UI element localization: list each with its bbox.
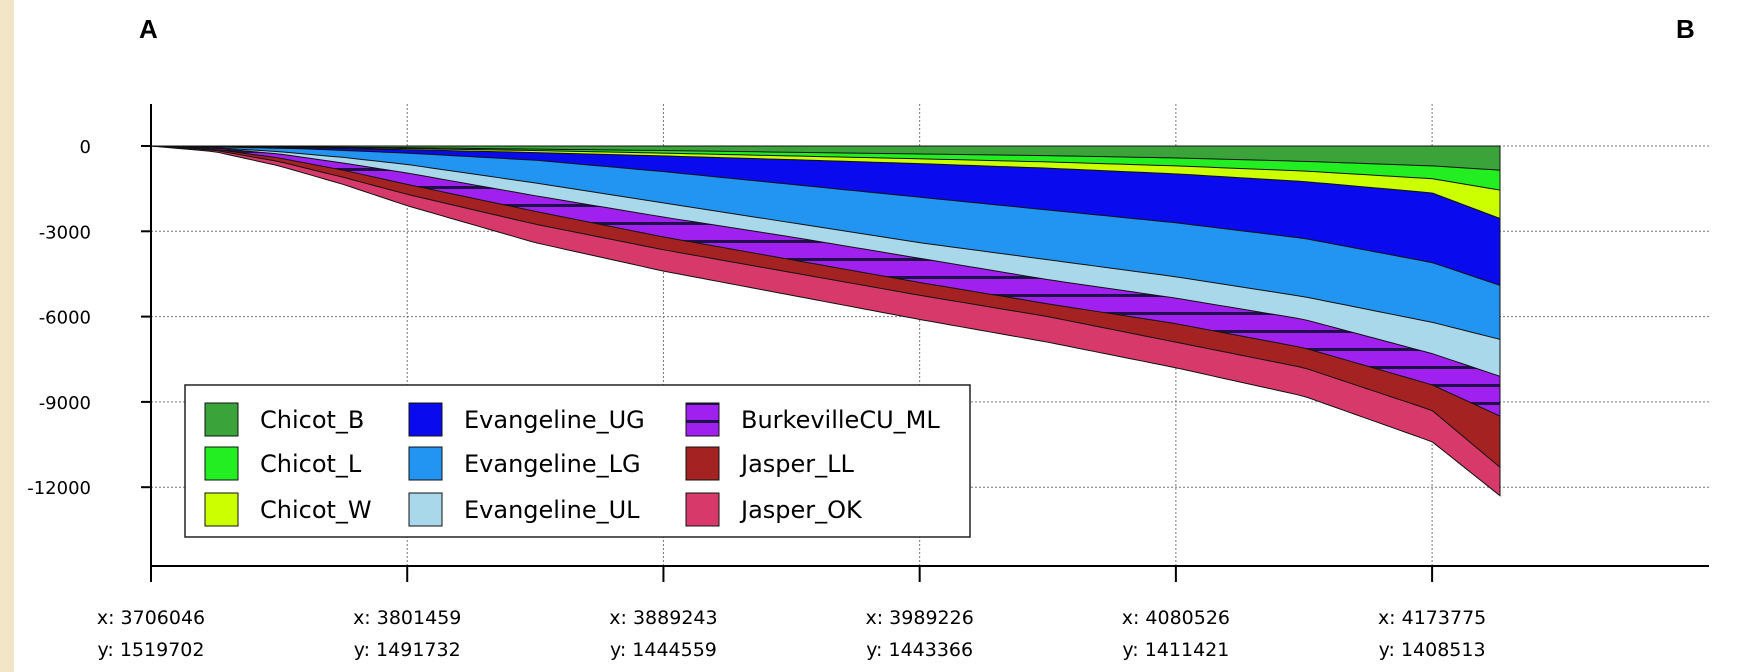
legend-box <box>184 384 971 538</box>
legend-label-jasper-ok: Jasper_OK <box>739 496 863 524</box>
area-chicot-b <box>150 145 1501 171</box>
chart-frame: A B 0 -3000 -6000 -9000 -12000 x: 3706046 y: … <box>14 0 1754 672</box>
legend-label-chicot-w: Chicot_W <box>260 496 372 524</box>
y-tick-label: -3000 <box>39 222 91 243</box>
legend-items: Chicot_B Chicot_L Chicot_W Evangeline_UG Eva… <box>204 402 940 527</box>
x-tick-label-x: x: 4173775 <box>1378 607 1486 629</box>
legend-swatch-chicot-b <box>204 402 239 437</box>
x-tick-label-y: y: 1519702 <box>98 639 205 661</box>
legend-swatch-burkevillecu-ml <box>685 402 720 437</box>
axes <box>141 104 1709 582</box>
legend-label-chicot-l: Chicot_L <box>260 450 362 478</box>
area-evangeline-ug <box>150 145 1501 287</box>
legend-label-evangeline-lg: Evangeline_LG <box>464 450 641 478</box>
legend-label-jasper-ll: Jasper_LL <box>739 450 855 478</box>
x-tick-labels: x: 3706046 y: 1519702 x: 3801459 y: 1491732… <box>97 607 1486 661</box>
y-tick-label: -12000 <box>27 478 91 499</box>
x-tick-label-y: y: 1444559 <box>610 639 717 661</box>
area-series <box>150 145 1501 497</box>
corner-label-a: A <box>139 14 158 44</box>
legend-label-evangeline-ug: Evangeline_UG <box>464 406 645 434</box>
legend-swatch-jasper-ok <box>685 492 720 527</box>
legend-label-evangeline-ul: Evangeline_UL <box>464 496 640 524</box>
corner-label-b: B <box>1676 14 1695 44</box>
legend-swatch-jasper-ll <box>685 446 720 481</box>
y-tick-label: 0 <box>80 137 91 158</box>
legend-swatch-chicot-w <box>204 492 239 527</box>
y-tick-labels: 0 -3000 -6000 -9000 -12000 <box>27 137 91 499</box>
legend-swatch-evangeline-ug <box>408 402 443 437</box>
legend: Chicot_B Chicot_L Chicot_W Evangeline_UG Eva… <box>184 384 971 538</box>
x-tick-label-x: x: 3801459 <box>353 607 461 629</box>
x-tick-label-y: y: 1491732 <box>354 639 461 661</box>
cross-section-chart: A B 0 -3000 -6000 -9000 -12000 x: 3706046 y: … <box>27 14 1709 661</box>
x-tick-label-x: x: 4080526 <box>1122 607 1230 629</box>
x-tick-label-x: x: 3889243 <box>609 607 717 629</box>
y-tick-label: -9000 <box>39 393 91 414</box>
y-tick-label: -6000 <box>39 308 91 329</box>
legend-label-burkevillecu-ml: BurkevilleCU_ML <box>741 406 940 434</box>
legend-label-chicot-b: Chicot_B <box>260 406 364 434</box>
x-tick-label-x: x: 3706046 <box>97 607 205 629</box>
x-tick-label-y: y: 1408513 <box>1379 639 1486 661</box>
x-tick-label-x: x: 3989226 <box>866 607 974 629</box>
legend-swatch-evangeline-ul <box>408 492 443 527</box>
x-tick-label-y: y: 1411421 <box>1122 639 1229 661</box>
x-tick-label-y: y: 1443366 <box>866 639 973 661</box>
legend-swatch-evangeline-lg <box>408 446 443 481</box>
legend-swatch-chicot-l <box>204 446 239 481</box>
